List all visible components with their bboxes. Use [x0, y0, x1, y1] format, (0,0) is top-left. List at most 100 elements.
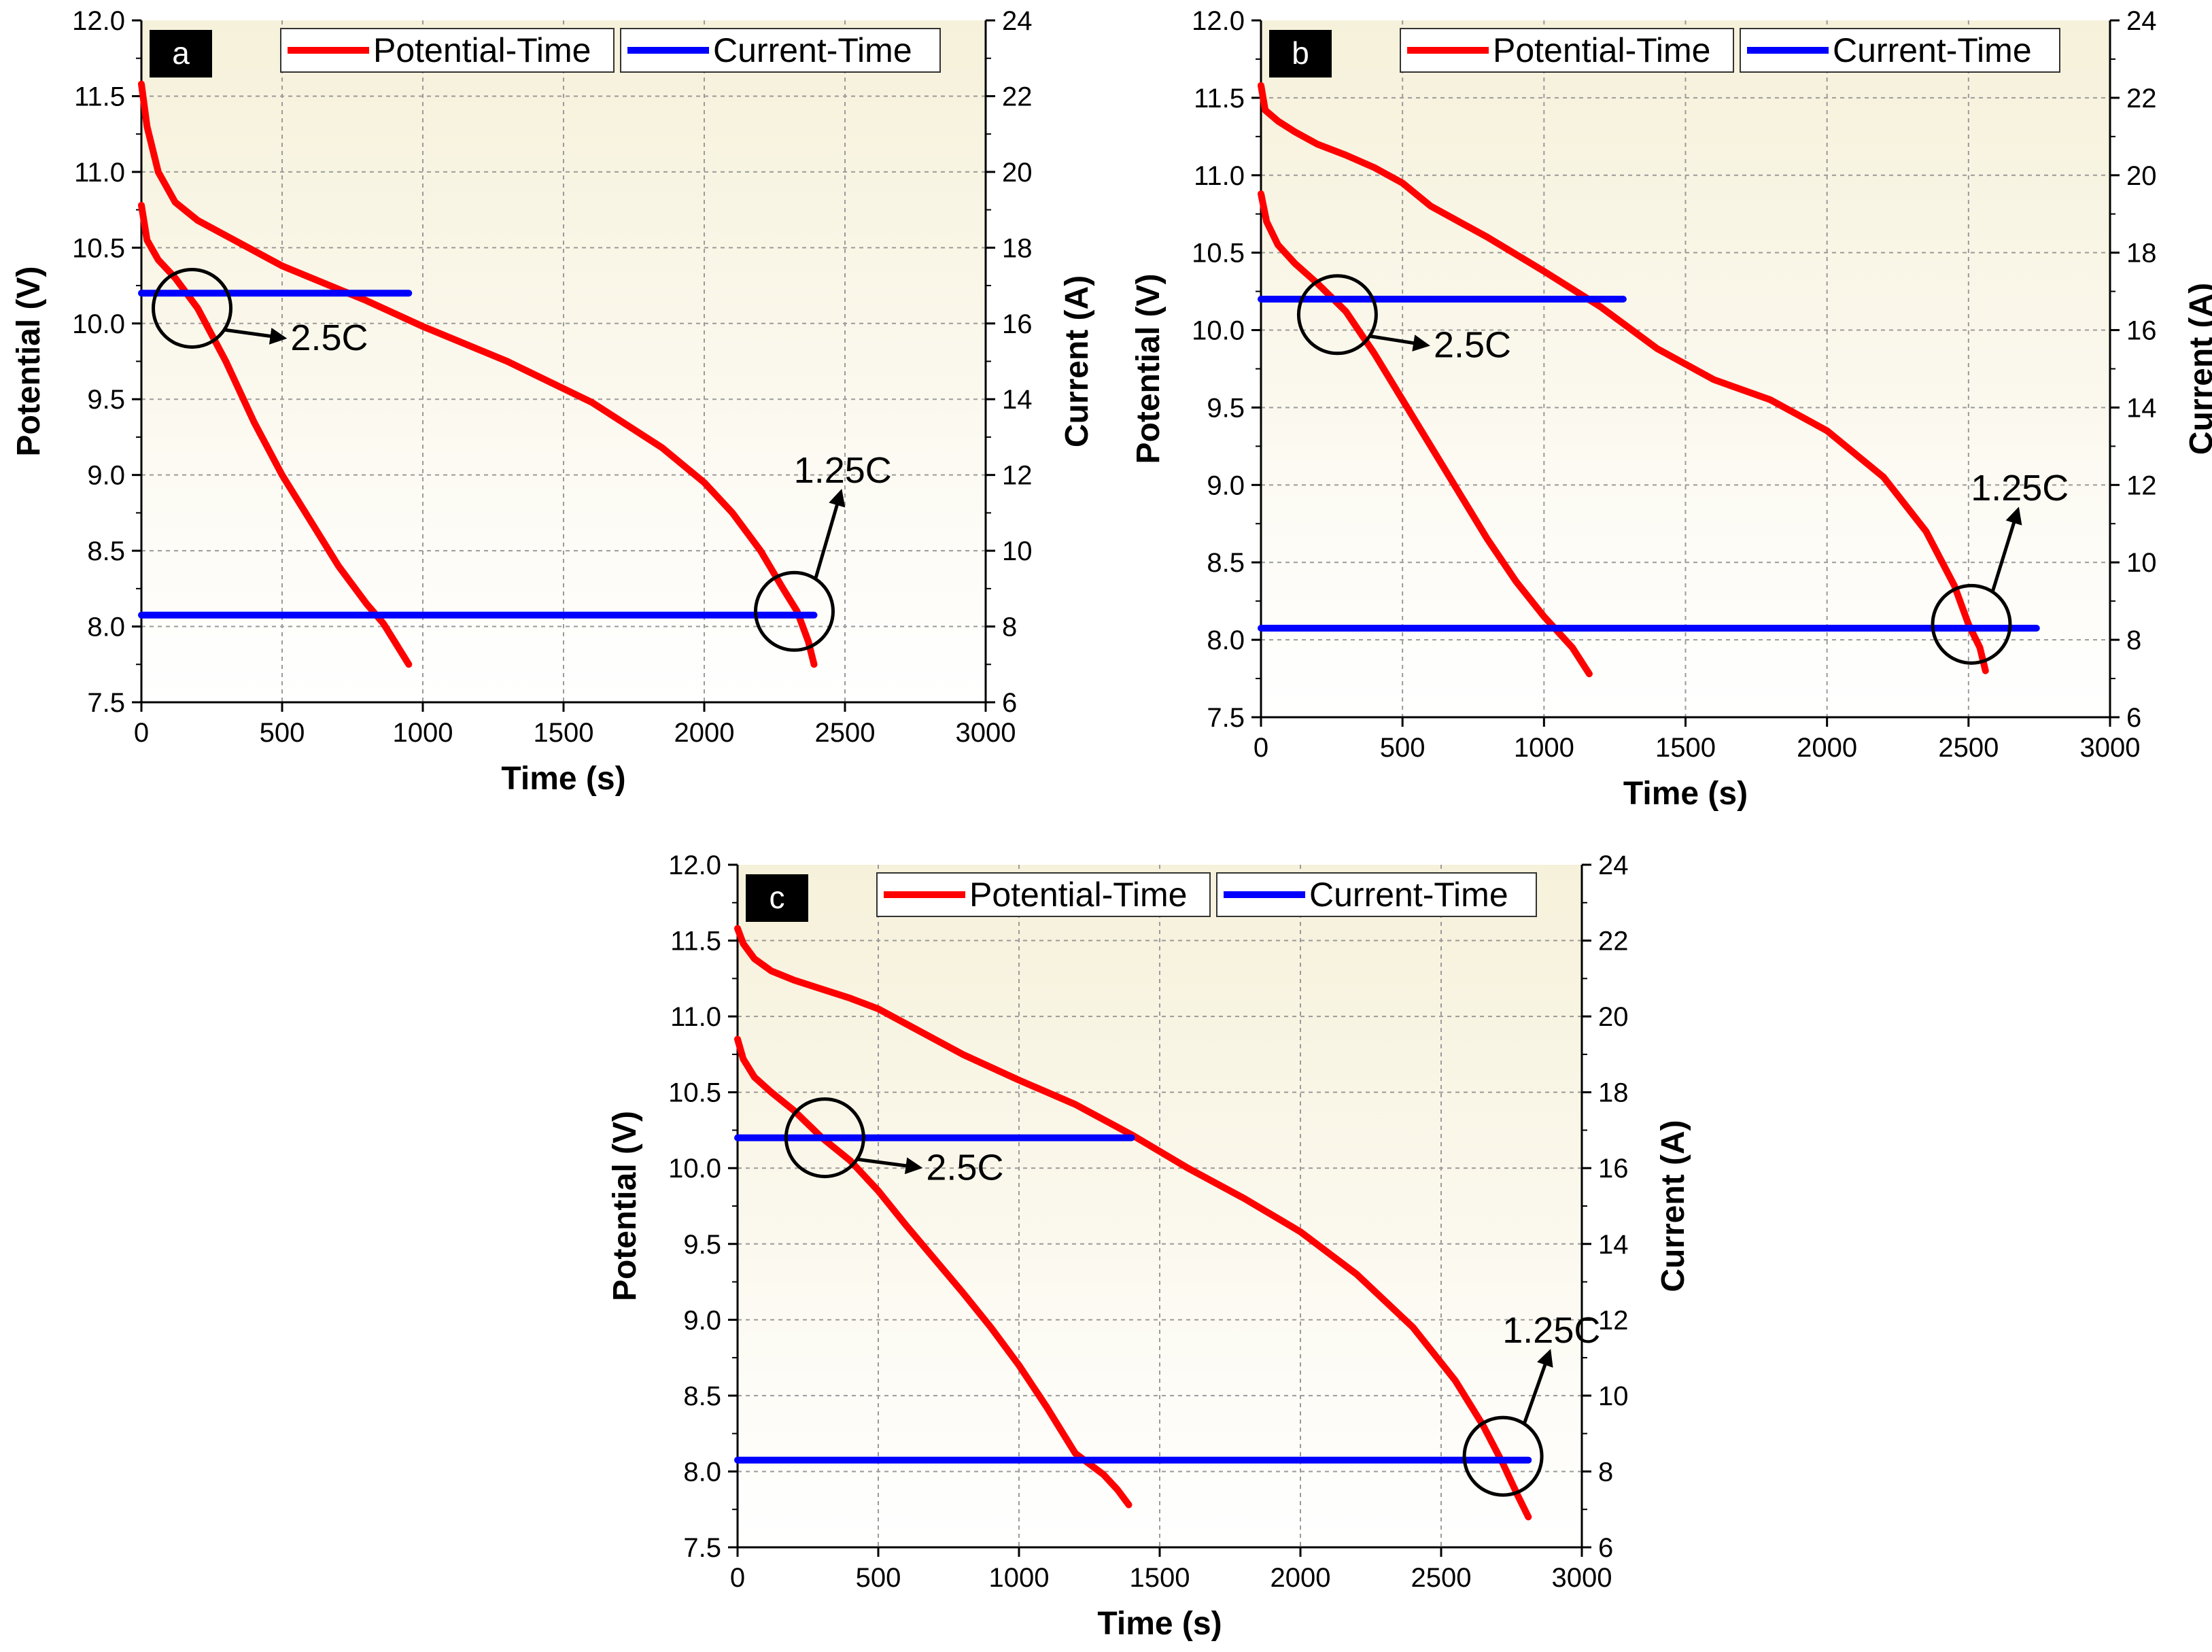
y2-tick-label: 8 [1002, 613, 1017, 642]
legend-box [1400, 28, 1734, 73]
x-tick-label: 2000 [1797, 733, 1857, 763]
annotation-label: 1.25C [1502, 1310, 1600, 1351]
y2-tick-label: 8 [2126, 625, 2141, 655]
y2-tick-label: 10 [1598, 1381, 1629, 1411]
x-tick-label: 1500 [1655, 733, 1716, 763]
annotation-label: 2.5C [1434, 325, 1511, 366]
y-tick-label: 11.5 [1194, 84, 1245, 114]
y2-tick-label: 18 [2126, 239, 2157, 269]
x-tick-label: 3000 [1552, 1563, 1612, 1593]
annotation-label: 1.25C [794, 450, 892, 491]
y-tick-label: 10.0 [668, 1154, 721, 1184]
y-tick-label: 9.0 [87, 461, 125, 491]
annotation-label: 2.5C [926, 1147, 1003, 1188]
x-tick-label: 2500 [1938, 733, 1999, 763]
y-tick-label: 11.5 [670, 927, 721, 957]
legend-label: Potential-Time [969, 876, 1187, 914]
x-axis-title: Time (s) [501, 761, 625, 797]
y-axis-title: Potential (V) [1130, 273, 1167, 464]
legend-label: Current-Time [1309, 876, 1508, 914]
y-tick-label: 10.0 [1192, 316, 1245, 346]
y-tick-label: 11.0 [74, 158, 125, 188]
y-tick-label: 12.0 [1192, 6, 1245, 36]
y2-tick-label: 24 [1002, 6, 1033, 36]
x-tick-label: 0 [134, 718, 149, 748]
potential-line-1 [138, 201, 413, 668]
y2-tick-label: 14 [1002, 385, 1033, 415]
annotation-arrow [222, 328, 288, 345]
plot-area [141, 20, 986, 702]
y-tick-label: 9.5 [683, 1230, 721, 1260]
plot-area [1261, 20, 2110, 717]
x-tick-label: 2500 [815, 718, 876, 748]
y2-tick-label: 20 [2126, 161, 2157, 191]
potential-line-2 [138, 80, 818, 668]
y2-tick-label: 20 [1002, 158, 1033, 188]
legend-label: Current-Time [713, 31, 912, 69]
legend-label: Current-Time [1833, 31, 2032, 69]
y-tick-label: 11.5 [74, 82, 125, 111]
potential-line-2 [1258, 82, 1989, 674]
y2-tick-label: 24 [2126, 6, 2157, 36]
x-tick-label: 3000 [956, 718, 1016, 748]
panel-tag-box [150, 30, 212, 78]
annotation-arrow [1990, 506, 2022, 592]
y2-tick-label: 12 [1002, 461, 1033, 491]
y2-tick-label: 16 [2126, 316, 2157, 346]
y-tick-label: 10.0 [72, 309, 125, 339]
x-tick-label: 1500 [1130, 1563, 1190, 1593]
annotation-circle [784, 1097, 865, 1179]
y2-tick-label: 10 [1002, 536, 1033, 566]
y2-axis-title: Current (A) [2183, 283, 2212, 455]
y2-tick-label: 8 [1598, 1457, 1613, 1487]
y-tick-label: 8.5 [1207, 548, 1245, 578]
y2-tick-label: 18 [1598, 1078, 1629, 1108]
y2-tick-label: 16 [1598, 1154, 1629, 1184]
y-axis-title: Potential (V) [607, 1111, 643, 1301]
y2-axis-title: Current (A) [1059, 275, 1095, 447]
y2-tick-label: 12 [2126, 470, 2157, 500]
x-tick-label: 2000 [1271, 1563, 1331, 1593]
chart-panel-b: 0 500 1000 1500 2000 2500 3000 7.5 8.0 8.5 9.0 9.5 1… [1130, 6, 2212, 812]
y-tick-label: 10.5 [72, 233, 125, 263]
y-tick-label: 8.5 [683, 1381, 721, 1411]
y2-tick-label: 12 [1598, 1305, 1629, 1335]
x-tick-label: 0 [1254, 733, 1268, 763]
annotation-arrow [1523, 1349, 1553, 1424]
panel-tag-label: a [172, 35, 190, 71]
y2-tick-label: 22 [1598, 927, 1629, 957]
legend-box [1216, 872, 1537, 917]
y-tick-label: 8.0 [683, 1457, 721, 1487]
legend-label: Potential-Time [373, 31, 591, 69]
x-tick-label: 2500 [1411, 1563, 1472, 1593]
panel-tag-label: c [770, 880, 785, 915]
x-tick-label: 0 [730, 1563, 745, 1593]
annotation-circle [1462, 1415, 1544, 1497]
y-tick-label: 8.0 [1207, 625, 1245, 655]
y-tick-label: 10.5 [1192, 239, 1245, 269]
y-tick-label: 11.0 [670, 1002, 721, 1032]
x-tick-label: 1000 [989, 1563, 1050, 1593]
y-tick-label: 9.5 [87, 385, 125, 415]
y-axis-title: Potential (V) [11, 266, 47, 456]
y2-axis-title: Current (A) [1655, 1120, 1691, 1292]
y-tick-label: 7.5 [87, 688, 125, 718]
panel-tag-box [746, 874, 808, 922]
y-tick-label: 9.0 [683, 1305, 721, 1335]
x-tick-label: 500 [260, 718, 305, 748]
y-tick-label: 9.5 [1207, 393, 1245, 423]
plot-area [738, 865, 1582, 1547]
x-axis-title: Time (s) [1623, 776, 1748, 812]
chart-panel-a: 0 500 1000 1500 2000 2500 3000 7.5 8.0 8.5 9.0 9.5 1… [11, 6, 1095, 797]
potential-line-2 [734, 925, 1532, 1521]
y-tick-label: 7.5 [683, 1533, 721, 1563]
annotation-arrow [1368, 334, 1430, 351]
annotation-circle [753, 570, 835, 652]
panel-tag-label: b [1292, 35, 1309, 71]
chart-panel-c: 0 500 1000 1500 2000 2500 3000 7.5 8.0 8.5 9.0 9.5 1… [607, 850, 1691, 1642]
panel-tag-box [1269, 30, 1332, 78]
x-tick-label: 1000 [1514, 733, 1574, 763]
y-tick-label: 10.5 [668, 1078, 721, 1108]
annotation-arrow [814, 489, 846, 579]
y2-tick-label: 14 [1598, 1230, 1629, 1260]
